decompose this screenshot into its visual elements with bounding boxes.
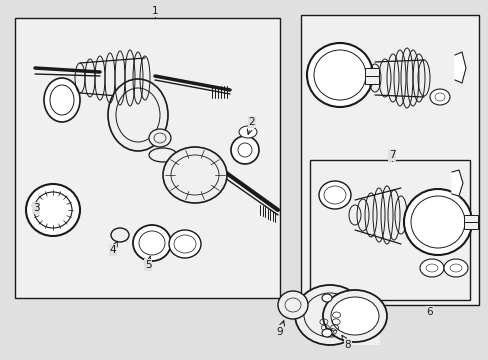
Ellipse shape: [429, 89, 449, 105]
Bar: [463, 215, 477, 222]
Ellipse shape: [111, 228, 129, 242]
Ellipse shape: [419, 259, 443, 277]
Ellipse shape: [116, 88, 160, 142]
Ellipse shape: [294, 285, 364, 345]
Ellipse shape: [449, 264, 461, 272]
Bar: [301, 15, 478, 305]
Bar: [309, 160, 469, 300]
Ellipse shape: [323, 290, 386, 342]
Text: 6: 6: [426, 307, 432, 317]
Ellipse shape: [34, 192, 72, 228]
Ellipse shape: [318, 181, 350, 209]
Text: 1: 1: [151, 6, 158, 16]
Ellipse shape: [26, 184, 80, 236]
Ellipse shape: [285, 298, 301, 312]
Ellipse shape: [149, 129, 171, 147]
Ellipse shape: [169, 230, 201, 258]
Polygon shape: [451, 170, 462, 196]
Ellipse shape: [304, 293, 355, 337]
Ellipse shape: [133, 225, 171, 261]
Ellipse shape: [324, 186, 346, 204]
Bar: [364, 76, 378, 84]
Ellipse shape: [163, 147, 226, 203]
Bar: [15, 18, 280, 298]
Ellipse shape: [425, 264, 437, 272]
Ellipse shape: [278, 291, 307, 319]
Ellipse shape: [410, 196, 464, 248]
Ellipse shape: [306, 43, 372, 107]
Text: 3: 3: [32, 203, 39, 213]
Ellipse shape: [44, 78, 80, 122]
Ellipse shape: [434, 93, 444, 101]
Ellipse shape: [403, 189, 471, 255]
Text: 8: 8: [341, 335, 350, 350]
Ellipse shape: [230, 136, 259, 164]
Ellipse shape: [239, 126, 257, 138]
Ellipse shape: [154, 133, 165, 143]
Ellipse shape: [139, 231, 164, 255]
Text: 7: 7: [388, 150, 394, 160]
Ellipse shape: [149, 148, 177, 162]
Text: 2: 2: [247, 117, 255, 134]
Bar: [364, 68, 378, 76]
Ellipse shape: [321, 329, 331, 337]
Ellipse shape: [313, 50, 365, 100]
Ellipse shape: [238, 143, 251, 157]
Bar: [463, 222, 477, 229]
Ellipse shape: [330, 297, 378, 335]
Text: 4: 4: [109, 241, 117, 255]
Text: 9: 9: [276, 321, 284, 337]
Ellipse shape: [108, 79, 168, 151]
Ellipse shape: [321, 294, 331, 302]
Ellipse shape: [50, 85, 74, 115]
Ellipse shape: [443, 259, 467, 277]
Ellipse shape: [174, 235, 196, 253]
Text: 5: 5: [144, 256, 151, 270]
Polygon shape: [454, 52, 465, 83]
Bar: [319, 295, 379, 345]
